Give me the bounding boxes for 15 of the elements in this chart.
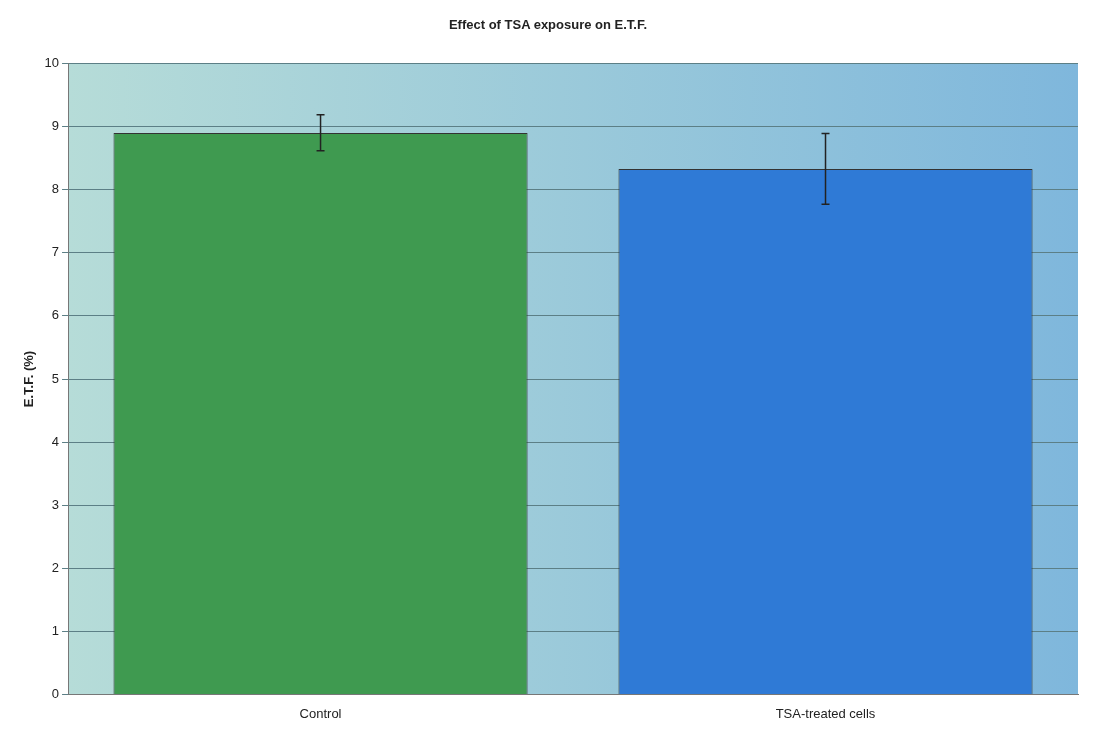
y-tick-label: 0 (51, 685, 60, 701)
x-tick-label: TSA-treated cells (775, 705, 876, 721)
chart-title: Effect of TSA exposure on E.T.F. (448, 17, 648, 33)
y-tick-label: 10 (44, 55, 60, 71)
y-tick-label: 1 (51, 622, 60, 638)
y-tick-label: 2 (51, 559, 60, 575)
y-tick-label: 4 (51, 433, 60, 449)
y-tick-label: 6 (51, 307, 60, 323)
y-axis-title: E.T.F. (%) (21, 350, 37, 408)
y-tick-label: 3 (51, 496, 60, 512)
y-tick-label: 5 (51, 370, 60, 386)
y-tick-label: 9 (51, 118, 60, 134)
y-tick-label: 7 (51, 244, 60, 260)
y-tick-label: 8 (51, 181, 60, 197)
x-tick-label: Control (299, 705, 342, 721)
